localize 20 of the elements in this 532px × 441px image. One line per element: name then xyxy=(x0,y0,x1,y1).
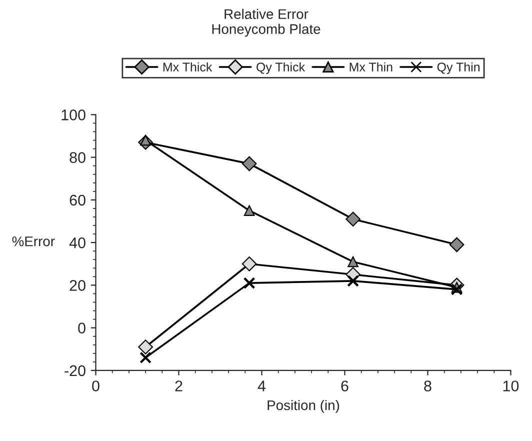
legend-label: Qy Thin xyxy=(437,62,480,74)
y-tick-label: 0 xyxy=(78,322,86,334)
x-axis-title: Position (in) xyxy=(268,400,340,413)
x-tick-label: 4 xyxy=(258,380,266,392)
legend-label: Mx Thin xyxy=(350,62,392,72)
y-tick-label: 100 xyxy=(62,110,86,120)
y-tick-label: 20 xyxy=(70,280,86,291)
y-tick-label: -20 xyxy=(64,365,86,376)
y-tick-label: 80 xyxy=(70,152,86,163)
y-axis-title: %Error xyxy=(12,236,55,246)
x-tick-label: 10 xyxy=(503,380,519,392)
x-tick-label: 8 xyxy=(424,380,432,392)
y-tick-label: 60 xyxy=(70,194,86,206)
y-tick-label: 40 xyxy=(69,237,86,248)
legend-label: Qy Thick xyxy=(256,62,306,74)
x-tick-label: 0 xyxy=(92,380,100,392)
x-tick-label: 6 xyxy=(341,380,348,392)
chart-title: Relative Error Honeycomb Plate xyxy=(212,8,320,37)
x-tick-label: 2 xyxy=(175,380,182,392)
legend-label: Mx Thick xyxy=(163,62,212,72)
